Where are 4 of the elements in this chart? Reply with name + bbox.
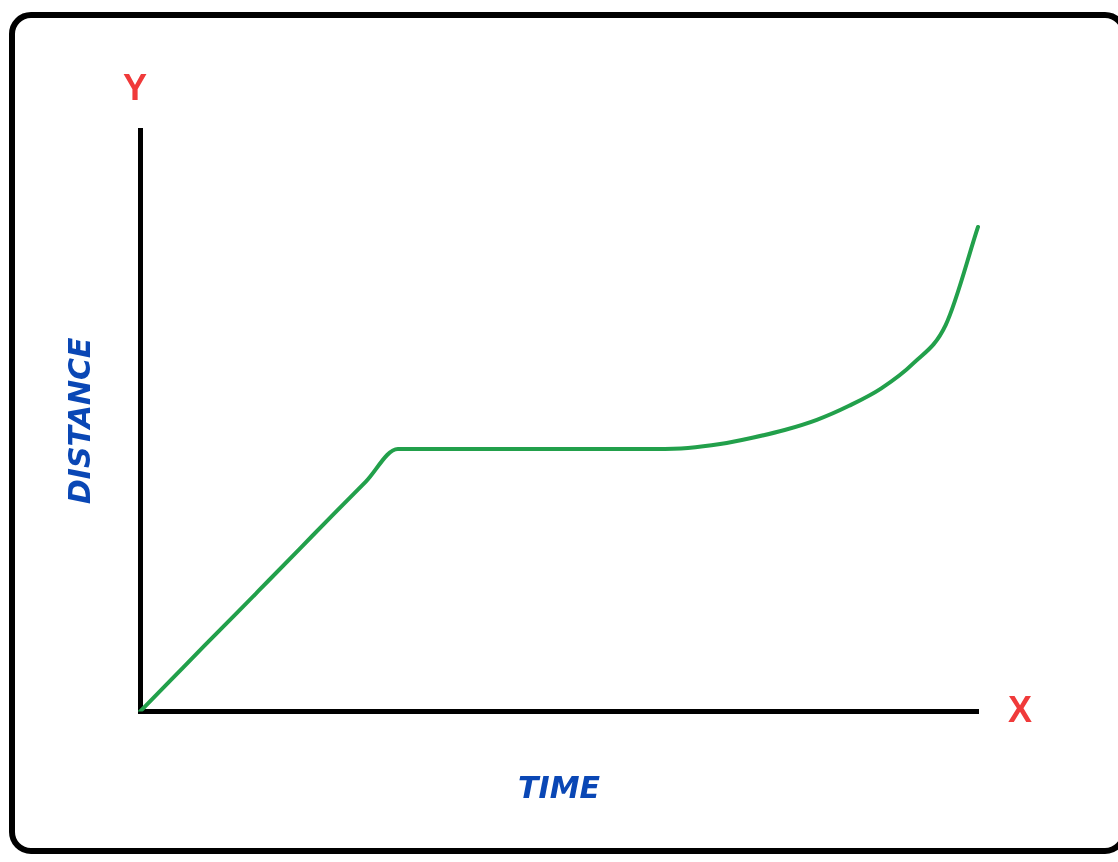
x-axis-title: TIME [518,769,601,805]
text: X [1007,688,1033,731]
text: Y [122,67,148,109]
y-axis-title: DISTANCE [61,336,97,505]
